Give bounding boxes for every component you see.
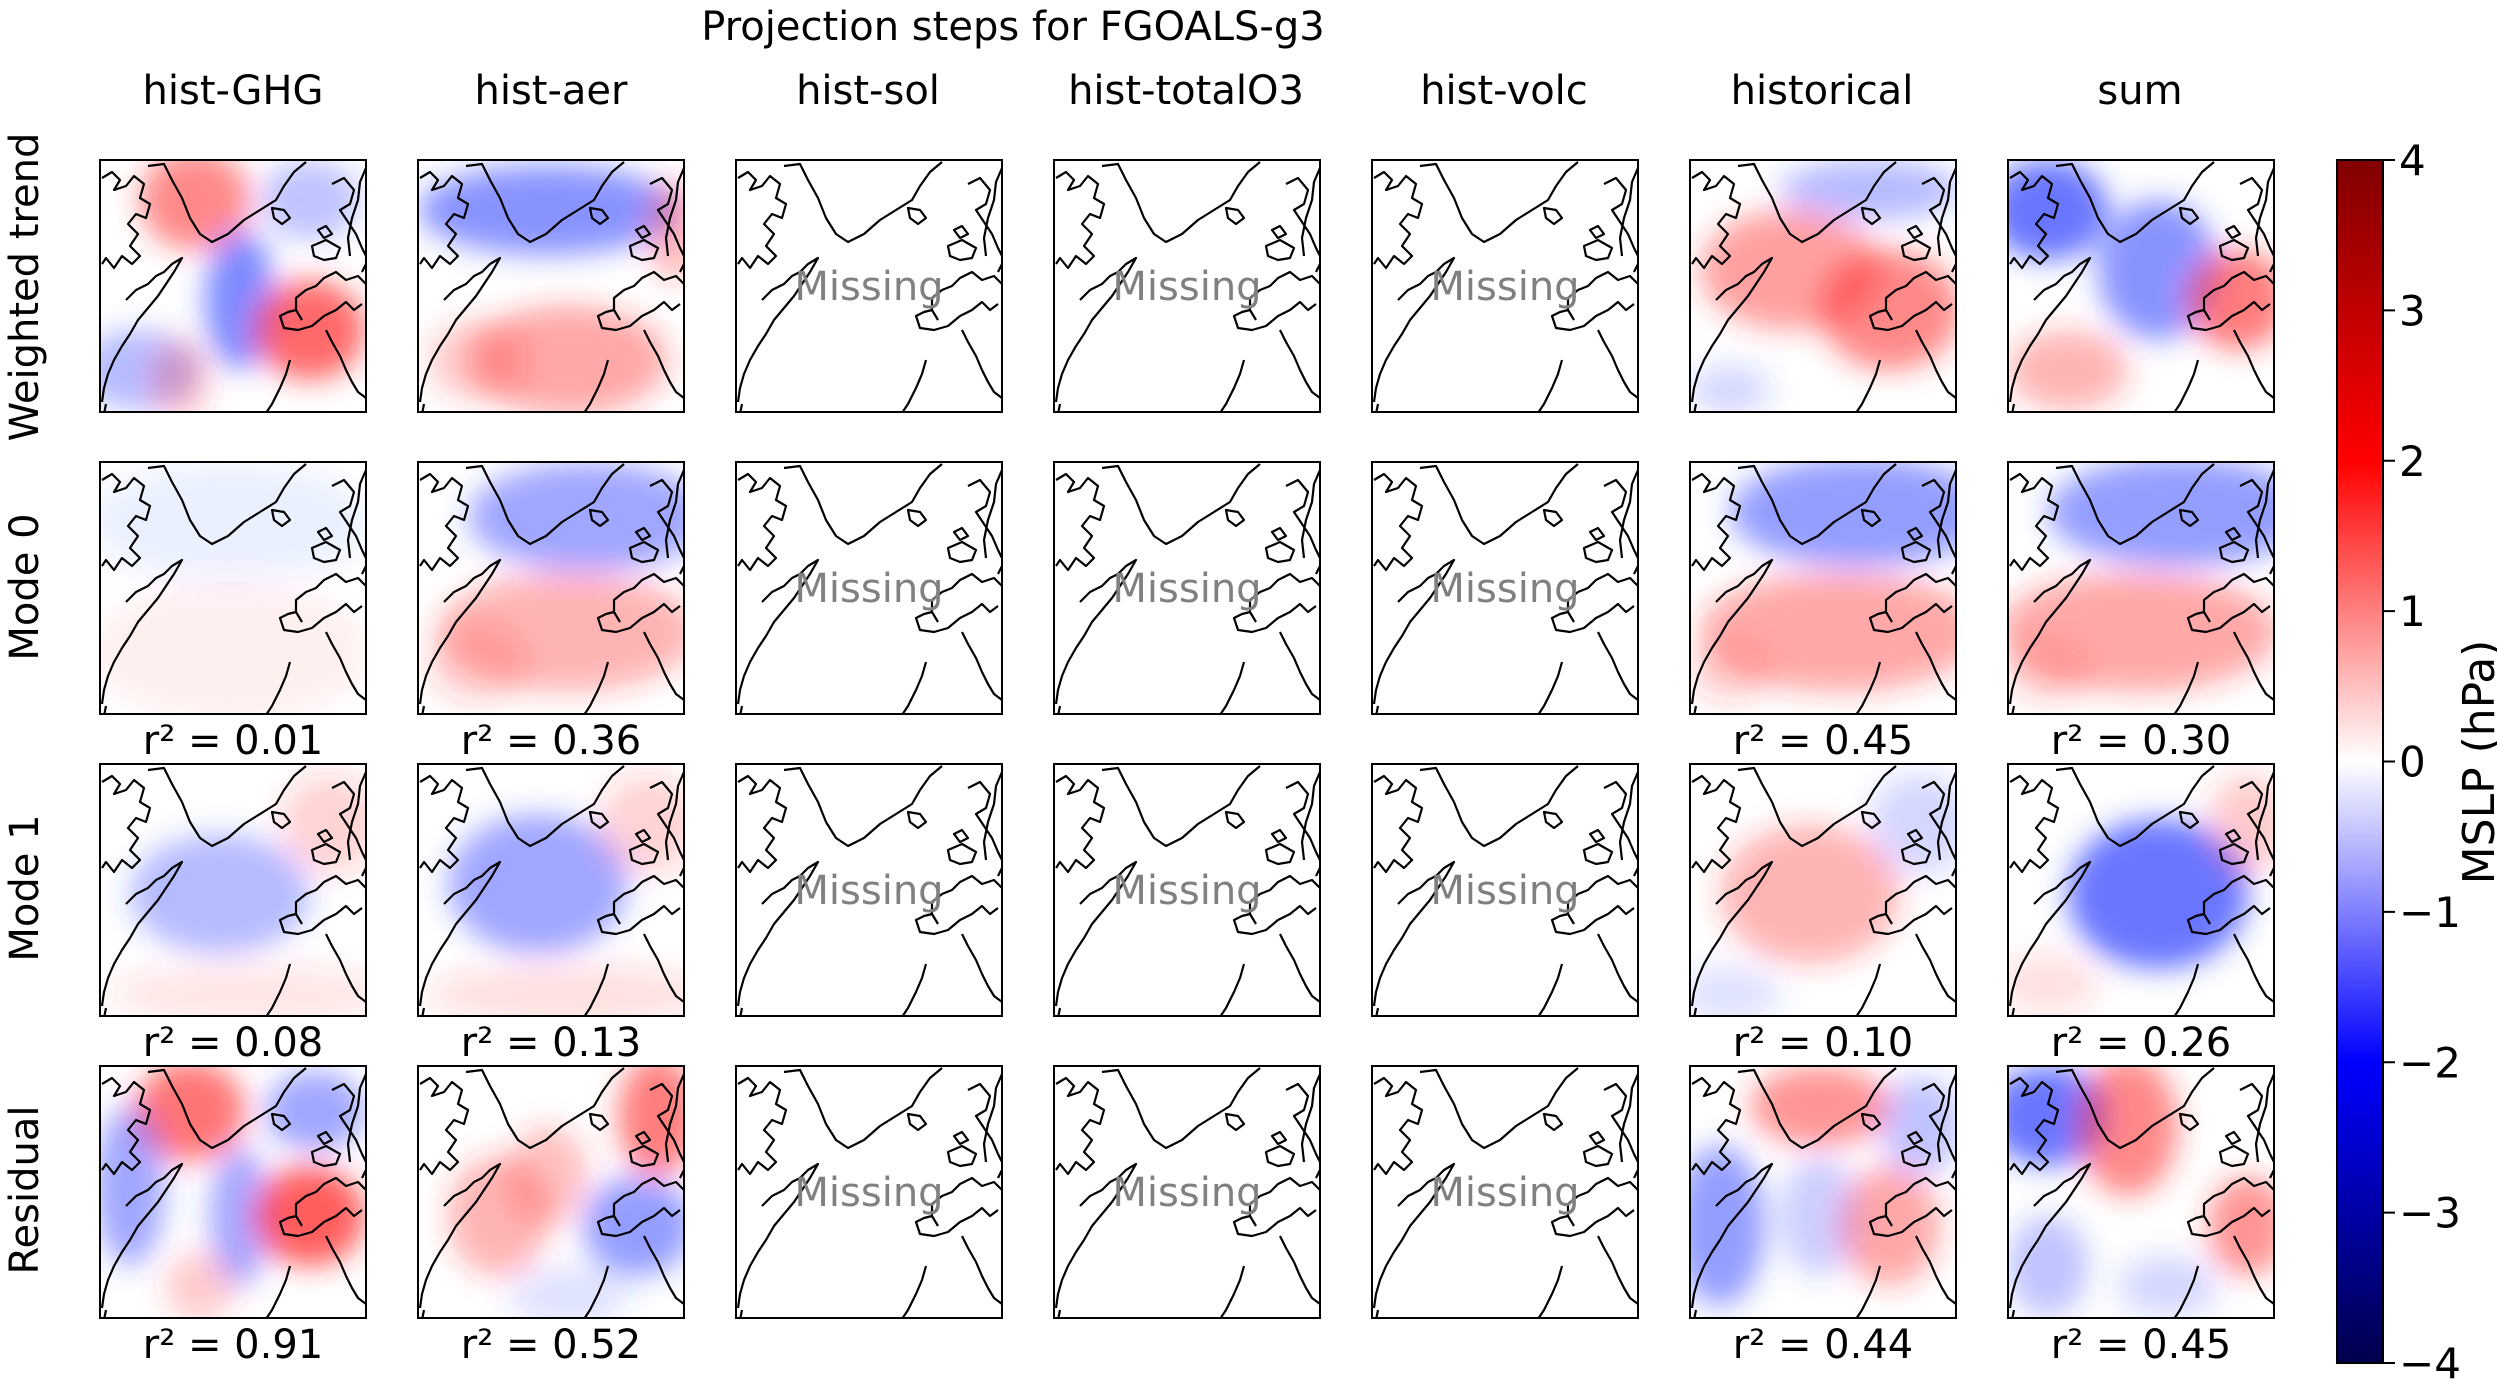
missing-label: Missing xyxy=(794,1170,943,1216)
colorbar: 4 3 2 1 0 −1 −2 −3 −4 MSLP (hPa) xyxy=(2336,136,2497,1388)
map-panel-mode-0-hist-ghg xyxy=(99,461,367,715)
r2-label: r² = 0.10 xyxy=(1733,1020,1914,1066)
row-label-weighted-trend: Weighted trend xyxy=(2,133,48,442)
r2-label: r² = 0.30 xyxy=(2051,718,2232,764)
map-panel-residual-hist-ghg xyxy=(99,1065,367,1319)
missing-label: Missing xyxy=(1430,264,1579,310)
column-header-hist-aer: hist-aer xyxy=(475,68,629,114)
map-panel-weighted-trend-historical xyxy=(1689,159,1957,413)
missing-label: Missing xyxy=(794,868,943,914)
r2-label: r² = 0.13 xyxy=(461,1020,642,1066)
colorbar-tick-label: −1 xyxy=(2399,888,2461,937)
map-panel-mode-0-hist-volc: Missing xyxy=(1371,461,1639,715)
column-headers: hist-GHG hist-aer hist-sol hist-totalO3 … xyxy=(143,68,2183,114)
r2-label: r² = 0.52 xyxy=(461,1322,642,1368)
colorbar-tick-label: 4 xyxy=(2399,136,2426,185)
map-panel-mode-1-hist-ghg xyxy=(99,763,367,1017)
row-label-mode-1: Mode 1 xyxy=(2,814,48,961)
missing-label: Missing xyxy=(1112,1170,1261,1216)
map-panel-mode-1-hist-totalo3: Missing xyxy=(1053,763,1321,1017)
r2-label: r² = 0.01 xyxy=(143,718,324,764)
r2-label: r² = 0.44 xyxy=(1733,1322,1914,1368)
r2-label: r² = 0.26 xyxy=(2051,1020,2232,1066)
map-panel-residual-hist-volc: Missing xyxy=(1371,1065,1639,1319)
missing-label: Missing xyxy=(1112,264,1261,310)
map-panel-mode-1-sum xyxy=(2007,763,2275,1017)
map-panels: Missing Missing Missing Missing Missing Missi… xyxy=(99,159,2275,1319)
map-panel-weighted-trend-hist-totalo3: Missing xyxy=(1053,159,1321,413)
map-panel-residual-sum xyxy=(2007,1065,2275,1319)
column-header-hist-totalo3: hist-totalO3 xyxy=(1068,68,1304,114)
colorbar-tick-label: 2 xyxy=(2399,437,2426,486)
colorbar-tick-label: 3 xyxy=(2399,286,2426,335)
r2-labels: r² = 0.01 r² = 0.36 r² = 0.45 r² = 0.30 r² =… xyxy=(143,718,2232,1368)
map-panel-residual-hist-aer xyxy=(417,1065,685,1319)
row-label-mode-0: Mode 0 xyxy=(2,513,48,660)
column-header-hist-sol: hist-sol xyxy=(796,68,940,114)
map-panel-mode-0-sum xyxy=(2007,461,2275,715)
map-panel-residual-hist-sol: Missing xyxy=(735,1065,1003,1319)
map-panel-weighted-trend-hist-aer xyxy=(417,159,685,413)
column-header-hist-ghg: hist-GHG xyxy=(143,68,324,114)
map-panel-mode-0-hist-aer xyxy=(417,461,685,715)
column-header-historical: historical xyxy=(1731,68,1914,114)
map-panel-mode-0-hist-totalo3: Missing xyxy=(1053,461,1321,715)
map-panel-mode-1-hist-aer xyxy=(417,763,685,1017)
colorbar-tick-label: −3 xyxy=(2399,1189,2461,1238)
map-panel-weighted-trend-hist-sol: Missing xyxy=(735,159,1003,413)
r2-label: r² = 0.36 xyxy=(461,718,642,764)
missing-label: Missing xyxy=(1430,1170,1579,1216)
figure-title: Projection steps for FGOALS-g3 xyxy=(701,4,1324,50)
missing-label: Missing xyxy=(1430,868,1579,914)
missing-label: Missing xyxy=(1112,566,1261,612)
r2-label: r² = 0.91 xyxy=(143,1322,324,1368)
map-panel-residual-hist-totalo3: Missing xyxy=(1053,1065,1321,1319)
row-label-residual: Residual xyxy=(2,1106,48,1275)
colorbar-tick-label: −4 xyxy=(2399,1339,2461,1388)
r2-label: r² = 0.08 xyxy=(143,1020,324,1066)
r2-label: r² = 0.45 xyxy=(2051,1322,2232,1368)
missing-label: Missing xyxy=(1430,566,1579,612)
colorbar-tick-label: −2 xyxy=(2399,1038,2461,1087)
map-panel-mode-1-hist-volc: Missing xyxy=(1371,763,1639,1017)
map-panel-residual-historical xyxy=(1689,1065,1957,1319)
missing-label: Missing xyxy=(794,264,943,310)
map-panel-mode-1-historical xyxy=(1689,763,1957,1017)
row-labels: Weighted trend Mode 0 Mode 1 Residual xyxy=(2,133,48,1275)
column-header-sum: sum xyxy=(2097,68,2182,114)
map-panel-mode-1-hist-sol: Missing xyxy=(735,763,1003,1017)
map-panel-weighted-trend-hist-ghg xyxy=(99,159,367,413)
missing-label: Missing xyxy=(1112,868,1261,914)
map-panel-weighted-trend-sum xyxy=(2007,159,2275,413)
colorbar-ticks: 4 3 2 1 0 −1 −2 −3 −4 xyxy=(2383,136,2461,1388)
column-header-hist-volc: hist-volc xyxy=(1420,68,1588,114)
r2-label: r² = 0.45 xyxy=(1733,718,1914,764)
map-panel-mode-0-historical xyxy=(1689,461,1957,715)
colorbar-label: MSLP (hPa) xyxy=(2454,640,2497,885)
missing-label: Missing xyxy=(794,566,943,612)
colorbar-tick-label: 0 xyxy=(2399,738,2426,787)
map-panel-mode-0-hist-sol: Missing xyxy=(735,461,1003,715)
map-panel-weighted-trend-hist-volc: Missing xyxy=(1371,159,1639,413)
colorbar-tick-label: 1 xyxy=(2399,587,2426,636)
colorbar-gradient xyxy=(2336,159,2384,1364)
